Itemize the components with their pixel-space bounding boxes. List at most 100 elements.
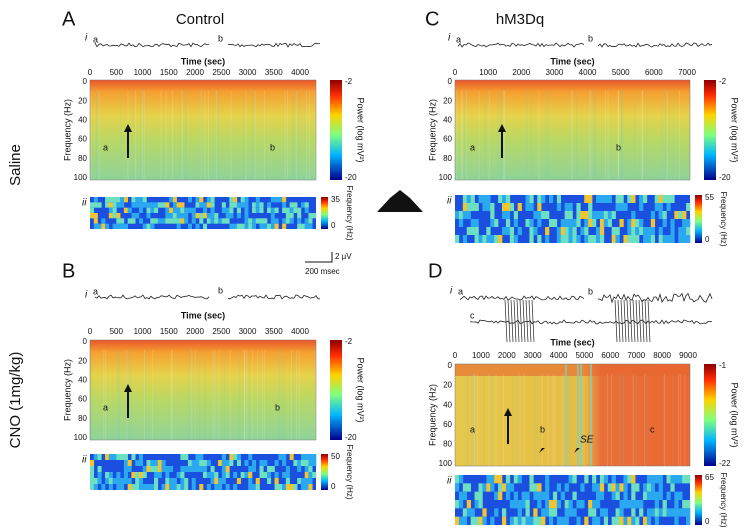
heatmap-cell bbox=[627, 195, 632, 203]
heatmap-cell bbox=[517, 516, 522, 525]
heatmap-cell bbox=[556, 483, 562, 492]
colorbar-tick: -2 bbox=[345, 77, 353, 86]
heatmap-cell bbox=[556, 203, 562, 211]
heatmap-cell bbox=[505, 491, 511, 500]
time-tick: 3000 bbox=[524, 351, 542, 360]
freq-tick: 40 bbox=[78, 116, 87, 125]
heatmap-cell bbox=[150, 223, 155, 229]
spectrogram-stripe bbox=[195, 350, 197, 440]
spectrogram-stripe bbox=[575, 90, 577, 180]
heatmap-cell bbox=[206, 197, 211, 203]
heatmap-cell bbox=[274, 460, 279, 466]
spectrogram-stripe bbox=[456, 90, 458, 180]
heatmap-cell bbox=[206, 218, 211, 224]
heatmap-cell bbox=[666, 491, 671, 500]
heatmap-cell bbox=[278, 197, 283, 203]
heatmap-cell bbox=[304, 202, 309, 208]
part-label: i bbox=[450, 286, 453, 297]
heatmap-cell bbox=[529, 483, 534, 492]
heatmap-cell bbox=[568, 219, 573, 227]
heatmap-cell bbox=[494, 475, 499, 484]
heatmap-cell bbox=[274, 478, 279, 484]
heatmap-cell bbox=[650, 508, 656, 517]
heatmap-cell bbox=[154, 484, 159, 490]
heatmap-cell bbox=[233, 197, 238, 203]
heatmap-cell bbox=[533, 483, 538, 492]
heatmap-cell bbox=[545, 483, 550, 492]
ii-label: Frequency (Hz) bbox=[345, 185, 354, 240]
heatmap-cell bbox=[259, 207, 264, 213]
eeg-trace bbox=[459, 295, 585, 301]
heatmap-cell bbox=[289, 213, 294, 219]
heatmap-cell bbox=[470, 203, 475, 211]
heatmap-cell bbox=[199, 213, 204, 219]
heatmap-cell bbox=[670, 219, 675, 227]
seizure-spike bbox=[641, 299, 645, 343]
heatmap-cell bbox=[529, 227, 534, 235]
heatmap-cell bbox=[498, 475, 503, 484]
heatmap-cell bbox=[154, 460, 159, 466]
heatmap-cell bbox=[631, 235, 636, 243]
time-tick: 0 bbox=[88, 68, 93, 77]
heatmap-cell bbox=[300, 202, 305, 208]
heatmap-cell bbox=[462, 235, 468, 243]
spectrogram-stripe bbox=[565, 364, 567, 466]
heatmap-cell bbox=[627, 475, 632, 484]
time-tick: 1000 bbox=[479, 68, 497, 77]
spectrogram-stripe bbox=[287, 90, 289, 180]
heatmap-cell bbox=[537, 195, 542, 203]
heatmap-cell bbox=[93, 213, 98, 219]
heatmap-cell bbox=[210, 202, 215, 208]
heatmap-cell bbox=[274, 472, 279, 478]
heatmap-cell bbox=[654, 475, 659, 484]
time-tick: 2000 bbox=[186, 327, 204, 336]
spectrogram-stripe bbox=[264, 350, 266, 440]
seizure-spike bbox=[522, 299, 526, 343]
spectrogram-stripe bbox=[246, 350, 248, 440]
marker-label: a bbox=[103, 402, 108, 412]
heatmap-cell bbox=[470, 219, 475, 227]
freq-tick: 100 bbox=[439, 173, 453, 182]
heatmap-cell bbox=[650, 491, 656, 500]
spectrogram-stripe bbox=[538, 90, 540, 180]
heatmap-cell bbox=[513, 491, 518, 500]
heatmap-cell bbox=[161, 460, 166, 466]
heatmap-cell bbox=[180, 466, 185, 472]
spectrogram-stripe bbox=[523, 374, 525, 466]
heatmap-cell bbox=[116, 197, 121, 203]
heatmap-cell bbox=[218, 460, 223, 466]
heatmap-cell bbox=[251, 460, 257, 466]
time-tick: 5000 bbox=[576, 351, 594, 360]
heatmap-cell bbox=[255, 218, 260, 224]
heatmap-cell bbox=[509, 483, 515, 492]
spectrogram-frame bbox=[89, 79, 317, 181]
heatmap-cell bbox=[533, 491, 538, 500]
heatmap-cell bbox=[486, 235, 491, 243]
freq-tick: 0 bbox=[83, 337, 88, 346]
heatmap-cell bbox=[490, 483, 495, 492]
heatmap-cell bbox=[650, 475, 656, 484]
time-tick: 2500 bbox=[212, 327, 230, 336]
heatmap-cell bbox=[505, 475, 511, 484]
heatmap-cell bbox=[517, 508, 522, 517]
heatmap-cell bbox=[138, 484, 144, 490]
heatmap-cell bbox=[603, 219, 609, 227]
spectrogram-stripe bbox=[541, 374, 543, 466]
heatmap-cell bbox=[607, 483, 612, 492]
heatmap-cell bbox=[525, 491, 530, 500]
heatmap-cell bbox=[662, 235, 667, 243]
heatmap-cell bbox=[157, 202, 162, 208]
heatmap-cell bbox=[686, 475, 691, 484]
freq-tick: 20 bbox=[443, 96, 452, 105]
heatmap-cell bbox=[270, 207, 275, 213]
heatmap-cell bbox=[108, 472, 113, 478]
heatmap-cell bbox=[537, 516, 542, 525]
heatmap-cell bbox=[229, 454, 234, 460]
spectrogram-stripe bbox=[460, 90, 462, 180]
spectrogram-stripe bbox=[484, 90, 486, 180]
heatmap-cell bbox=[552, 500, 558, 509]
spectrogram-stripe bbox=[296, 350, 298, 440]
heatmap-cell bbox=[572, 475, 577, 484]
heatmap-cell bbox=[142, 466, 147, 472]
